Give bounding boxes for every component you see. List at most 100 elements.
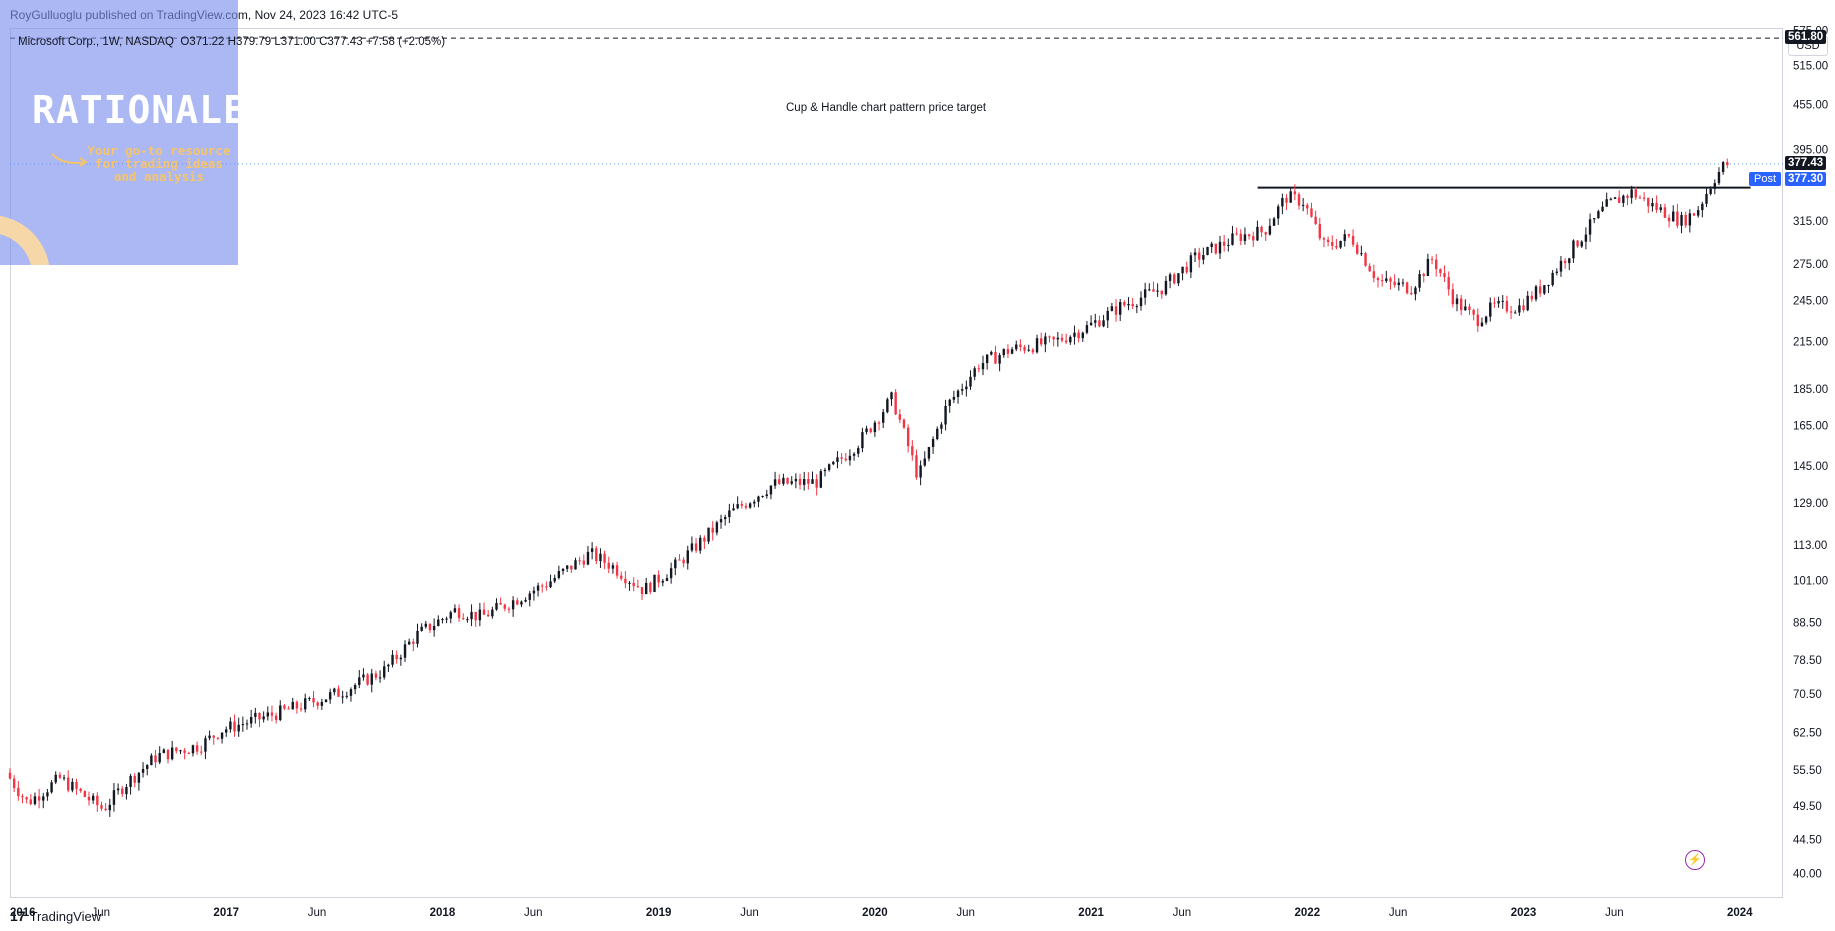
candle-body: [1356, 244, 1359, 254]
candle-body: [553, 577, 556, 582]
lightning-icon[interactable]: ⚡: [1685, 850, 1705, 870]
candle-body: [973, 368, 976, 377]
candle-body: [158, 753, 161, 763]
candle-body: [948, 399, 951, 406]
candle-body: [312, 698, 315, 703]
candle-body: [1214, 243, 1218, 254]
candle-body: [1726, 162, 1729, 166]
candle-body: [624, 578, 627, 584]
candle-body: [1380, 280, 1384, 282]
candle-body: [857, 448, 860, 454]
candle-body: [1559, 260, 1563, 272]
candle-body: [1451, 289, 1455, 305]
candle-body: [1389, 278, 1392, 282]
candle-body: [1667, 217, 1671, 222]
candle-body: [466, 619, 469, 621]
candle-body: [91, 795, 95, 801]
candle-body: [1098, 320, 1101, 327]
candle-body: [316, 702, 319, 706]
candle-body: [1198, 252, 1201, 260]
candle-body: [931, 439, 935, 448]
candle-body: [470, 611, 473, 620]
candle-body: [549, 581, 552, 588]
candle-body: [956, 390, 960, 397]
candle-body: [54, 774, 57, 783]
candle-body: [923, 458, 926, 466]
candle-body: [129, 775, 132, 788]
candle-body: [229, 721, 232, 730]
price-tick-label: 55.50: [1793, 765, 1822, 777]
candle-body: [1148, 289, 1151, 291]
candle-body: [665, 578, 669, 581]
candle-body: [640, 587, 644, 595]
candle-body: [399, 657, 403, 660]
candle-body: [1210, 243, 1213, 247]
candle-body: [532, 590, 536, 594]
candle-body: [873, 422, 877, 433]
candle-body: [1426, 258, 1430, 276]
candle-body: [915, 455, 918, 478]
candle-body: [990, 351, 993, 355]
candle-body: [578, 560, 581, 562]
time-tick-label: Jun: [308, 907, 327, 919]
candle-body: [453, 608, 457, 613]
candle-body: [328, 692, 332, 700]
time-tick-label: Jun: [92, 907, 111, 919]
time-tick-label: 2024: [1727, 907, 1753, 919]
candle-body: [678, 559, 681, 561]
price-target-annotation[interactable]: Cup & Handle chart pattern price target: [786, 102, 987, 114]
candle-body: [1518, 305, 1521, 313]
candle-body: [661, 580, 665, 583]
price-tick-label: 515.00: [1793, 61, 1828, 73]
candle-body: [628, 582, 631, 584]
candle-body: [1177, 273, 1180, 284]
candle-body: [1622, 195, 1625, 204]
legend-close: C377.43: [319, 36, 363, 48]
candle-body: [1019, 344, 1022, 347]
chart-frame[interactable]: [10, 28, 1783, 898]
candle-body: [936, 428, 939, 440]
candle-body: [1206, 246, 1209, 256]
tradingview-brand[interactable]: 17 TradingView: [10, 908, 101, 924]
candle-body: [832, 461, 835, 465]
legend-symbol: Microsoft Corp., 1W, NASDAQ: [18, 36, 174, 48]
candle-body: [1443, 273, 1446, 278]
time-tick-label: 2022: [1295, 907, 1321, 919]
candle-body: [682, 559, 685, 564]
candle-body: [108, 804, 111, 811]
candle-body: [586, 551, 590, 565]
candle-body: [1360, 253, 1363, 255]
candle-body: [416, 630, 419, 644]
legend-low: L371.00: [274, 36, 316, 48]
candle-body: [1256, 226, 1259, 241]
candle-body: [802, 478, 806, 485]
candle-body: [794, 478, 798, 482]
candle-body: [1164, 280, 1168, 295]
candle-body: [1593, 218, 1596, 220]
candle-body: [370, 673, 373, 685]
candle-body: [674, 559, 677, 569]
candle-body: [1235, 233, 1238, 235]
candle-body: [769, 485, 773, 495]
candle-body: [919, 465, 922, 478]
candle-body: [981, 363, 985, 370]
candle-body: [1123, 302, 1126, 306]
candle-body: [1634, 189, 1638, 198]
candle-body: [1563, 260, 1567, 264]
candle-body: [657, 574, 660, 583]
candle-body: [1015, 344, 1018, 350]
candle-body: [287, 708, 290, 710]
candle-body: [1343, 234, 1346, 241]
candle-body: [1322, 238, 1326, 240]
candle-body: [462, 618, 465, 620]
candle-body: [1222, 241, 1226, 246]
time-tick-label: Jun: [1389, 907, 1408, 919]
candle-body: [1056, 337, 1060, 340]
candle-body: [1397, 282, 1400, 286]
price-tick-label: 62.50: [1793, 727, 1822, 739]
candle-body: [1306, 204, 1309, 209]
candle-body: [520, 601, 523, 605]
curved-arrow-icon: [51, 153, 88, 167]
price-tick-label: 49.50: [1793, 801, 1822, 813]
